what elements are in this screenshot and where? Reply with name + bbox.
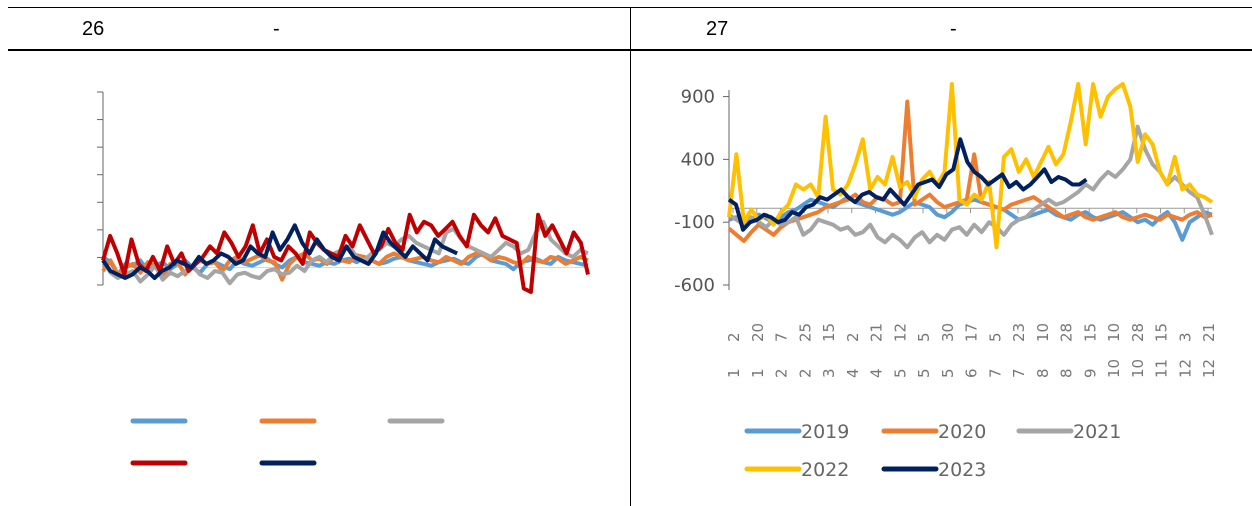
legend-right: 2019 2020 2021 2022 2023: [744, 421, 1121, 481]
right-line-series-2019: [728, 195, 1213, 242]
right-x-tick-label-day: 15: [820, 323, 838, 342]
right-line-series-2021: [727, 124, 1214, 250]
right-x-tick-label-day: 15: [1081, 323, 1099, 342]
right-x-tick-label-month: 1: [725, 368, 743, 378]
left-line-series-red: [101, 212, 590, 294]
legend-label-2020: 2020: [938, 421, 986, 443]
right-line-series-2023: [727, 137, 1088, 232]
right-x-tick-label-month: 2: [773, 368, 791, 378]
left-line-series-2023: [101, 223, 458, 280]
chart-left: [97, 91, 590, 466]
right-x-tick-label-month: 4: [844, 368, 862, 378]
right-x-tick-label-month: 5: [915, 368, 933, 378]
right-y-tick-label: 400: [681, 149, 715, 170]
legend-left: [130, 418, 445, 466]
right-x-tick-label-month: 10: [1129, 359, 1147, 378]
legend-label-2022: 2022: [801, 459, 849, 481]
right-y-tick-label: -100: [674, 212, 715, 233]
right-x-tick-label-month: 2: [796, 368, 814, 378]
right-x-tick-label-month: 5: [939, 368, 957, 378]
right-x-tick-label-day: 28: [1058, 323, 1076, 342]
right-x-tick-label-day: 10: [1105, 323, 1123, 342]
right-x-tick-label-month: 8: [1058, 368, 1076, 378]
right-x-tick-label-day: 20: [749, 323, 767, 342]
right-x-tick-label-month: 7: [986, 368, 1004, 378]
right-x-tick-label-day: 2: [725, 332, 743, 342]
right-line-series-2022: [727, 82, 1214, 250]
figure-26-number: 26: [82, 18, 105, 40]
right-x-tick-label-day: 7: [773, 332, 791, 342]
right-x-tick-label-day: 21: [868, 323, 886, 342]
left-line-series-2021: [101, 219, 589, 286]
right-x-tick-label-day: 15: [1153, 323, 1171, 342]
right-y-tick-label: -600: [674, 275, 715, 296]
right-x-tick-label-day: 30: [939, 323, 957, 342]
right-x-tick-label-day: 17: [963, 323, 981, 342]
legend-label-2021: 2021: [1073, 421, 1121, 443]
right-y-tick-label: 900: [681, 87, 715, 108]
right-x-tick-label-month: 11: [1153, 359, 1171, 378]
right-x-tick-label-day: 10: [1034, 323, 1052, 342]
right-x-tick-label-month: 1: [749, 368, 767, 378]
right-x-tick-label-day: 5: [915, 332, 933, 342]
column-divider: [630, 7, 631, 506]
legend-label-2023: 2023: [938, 459, 986, 481]
right-x-tick-label-month: 6: [963, 368, 981, 378]
right-x-tick-label-month: 4: [868, 368, 886, 378]
figure-27-title-dash: -: [950, 18, 957, 40]
right-x-tick-label-month: 7: [1010, 368, 1028, 378]
right-x-tick-label-month: 5: [891, 368, 909, 378]
right-x-tick-label-day: 2: [844, 332, 862, 342]
right-x-tick-label-day: 5: [986, 332, 1004, 342]
right-x-tick-label-day: 3: [1176, 332, 1194, 342]
right-x-tick-label-day: 23: [1010, 323, 1028, 342]
right-x-tick-label-month: 12: [1200, 359, 1218, 378]
figure-27-number: 27: [706, 18, 729, 40]
right-x-tick-label-month: 10: [1105, 359, 1123, 378]
right-x-tick-label-day: 25: [796, 323, 814, 342]
right-x-tick-label-day: 21: [1200, 323, 1218, 342]
right-line-series-2020: [727, 99, 1213, 243]
right-x-tick-label-day: 12: [891, 323, 909, 342]
right-x-tick-label-month: 3: [820, 368, 838, 378]
figure-26-title-dash: -: [273, 18, 280, 40]
right-x-tick-label-month: 9: [1081, 368, 1099, 378]
right-x-tick-label-month: 8: [1034, 368, 1052, 378]
right-x-tick-label-day: 28: [1129, 323, 1147, 342]
right-x-tick-label-month: 12: [1176, 359, 1194, 378]
legend-label-2019: 2019: [801, 421, 849, 443]
